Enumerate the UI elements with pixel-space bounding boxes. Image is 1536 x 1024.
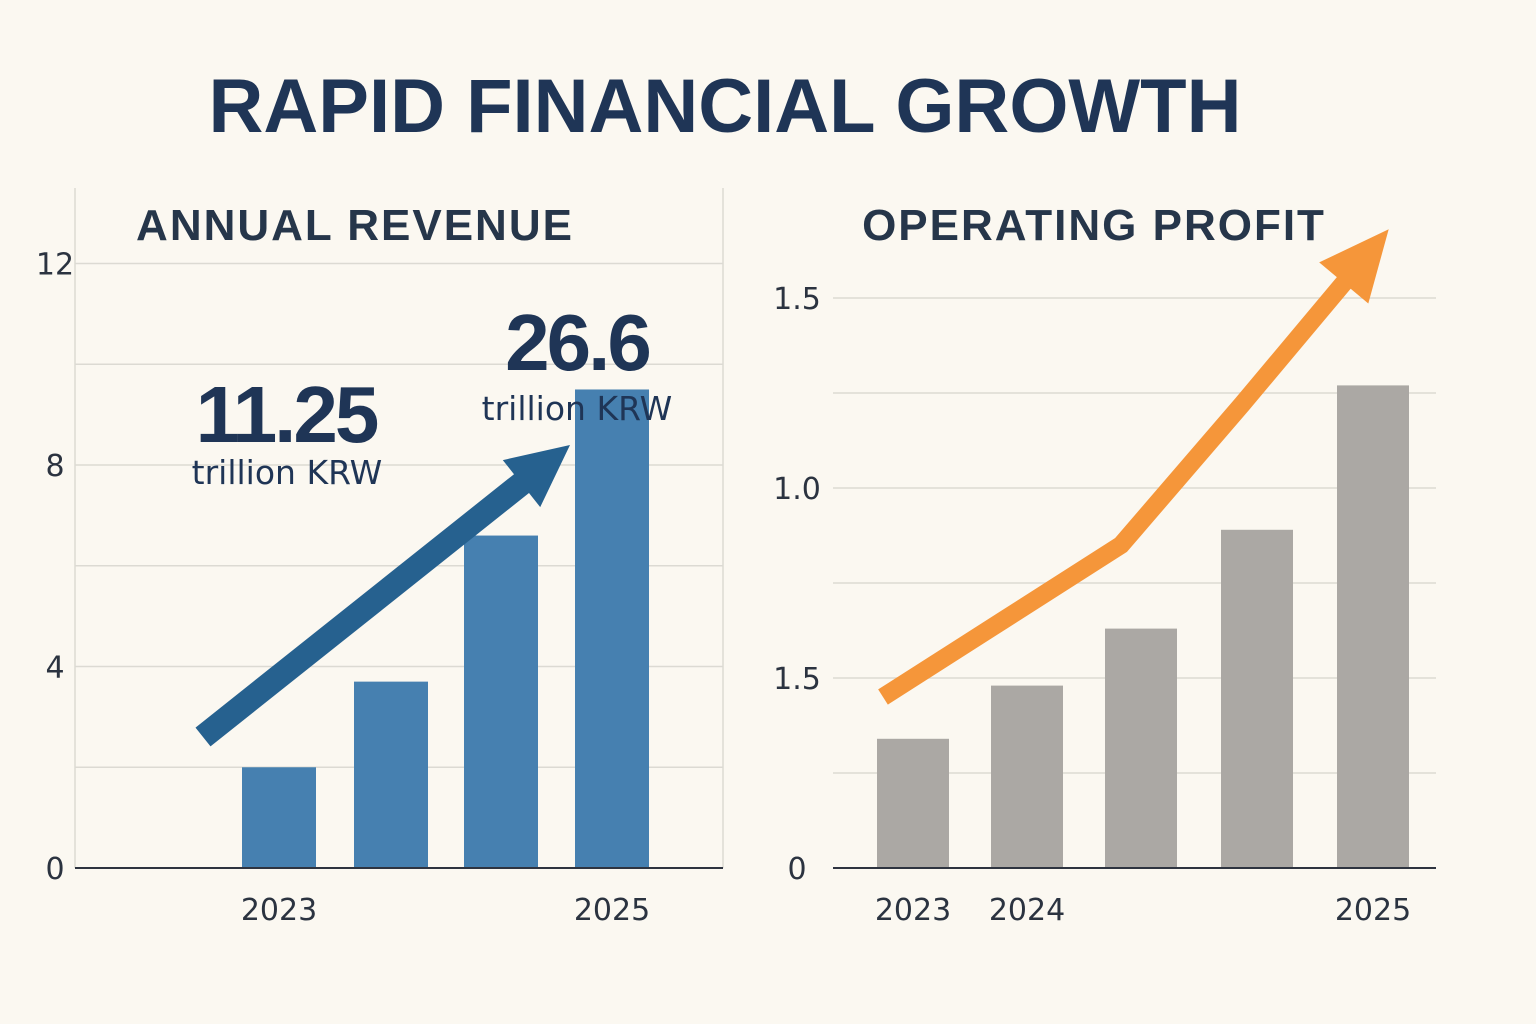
revenue-bars xyxy=(242,389,649,868)
revenue-y-ticks: 0 4 8 12 xyxy=(36,248,74,887)
revenue-bar xyxy=(242,767,316,868)
profit-bar xyxy=(991,685,1063,868)
profit-bar xyxy=(877,738,949,868)
profit-x-tick-label: 2024 xyxy=(989,893,1065,928)
profit-gridlines xyxy=(833,297,1436,774)
profit-x-ticks: 2023 2024 2025 xyxy=(875,893,1411,928)
revenue-x-tick-label: 2023 xyxy=(241,893,317,928)
revenue-arrow-shape xyxy=(195,445,570,747)
profit-bar xyxy=(1105,628,1177,868)
profit-chart-title: OPERATING PROFIT xyxy=(862,201,1326,250)
profit-arrowhead xyxy=(1319,229,1389,304)
profit-bars xyxy=(877,385,1409,868)
profit-y-tick-label: 1.5 xyxy=(773,282,821,317)
profit-bar xyxy=(1337,385,1409,868)
revenue-y-tick-label: 12 xyxy=(36,248,74,283)
profit-y-ticks: 0 1.5 1.0 1.5 xyxy=(773,282,821,887)
profit-y-tick-label: 0 xyxy=(787,852,806,887)
revenue-y-tick-label: 8 xyxy=(45,449,64,484)
operating-profit-chart: OPERATING PROFIT 0 1.5 1.0 1.5 2023 2024 2025 xyxy=(773,201,1436,928)
revenue-callout-2023-unit: trillion KRW xyxy=(192,453,383,492)
revenue-trend-arrow xyxy=(195,445,570,747)
revenue-y-tick-label: 4 xyxy=(45,651,64,686)
revenue-bar xyxy=(464,535,538,868)
profit-trend-arrow xyxy=(878,229,1389,705)
profit-x-tick-label: 2025 xyxy=(1335,893,1411,928)
revenue-bar xyxy=(354,681,428,868)
profit-bar xyxy=(1221,529,1293,868)
revenue-bar xyxy=(575,389,649,868)
profit-trend-line xyxy=(878,273,1354,705)
revenue-x-ticks: 2023 2025 xyxy=(241,893,650,928)
revenue-callout-2025-value: 26.6 xyxy=(505,298,649,387)
profit-y-tick-label: 1.5 xyxy=(773,662,821,697)
revenue-callout-2023-value: 11.25 xyxy=(196,370,378,459)
annual-revenue-chart: ANNUAL REVENUE 0 4 8 12 2023 2025 11.25 tril… xyxy=(36,188,724,928)
revenue-x-tick-label: 2025 xyxy=(574,893,650,928)
profit-x-tick-label: 2023 xyxy=(875,893,951,928)
profit-y-tick-label: 1.0 xyxy=(773,472,821,507)
revenue-chart-title: ANNUAL REVENUE xyxy=(136,201,574,250)
revenue-y-tick-label: 0 xyxy=(45,852,64,887)
revenue-callout-2025-unit: trillion KRW xyxy=(482,389,673,428)
page-title: RAPID FINANCIAL GROWTH xyxy=(209,64,1242,149)
